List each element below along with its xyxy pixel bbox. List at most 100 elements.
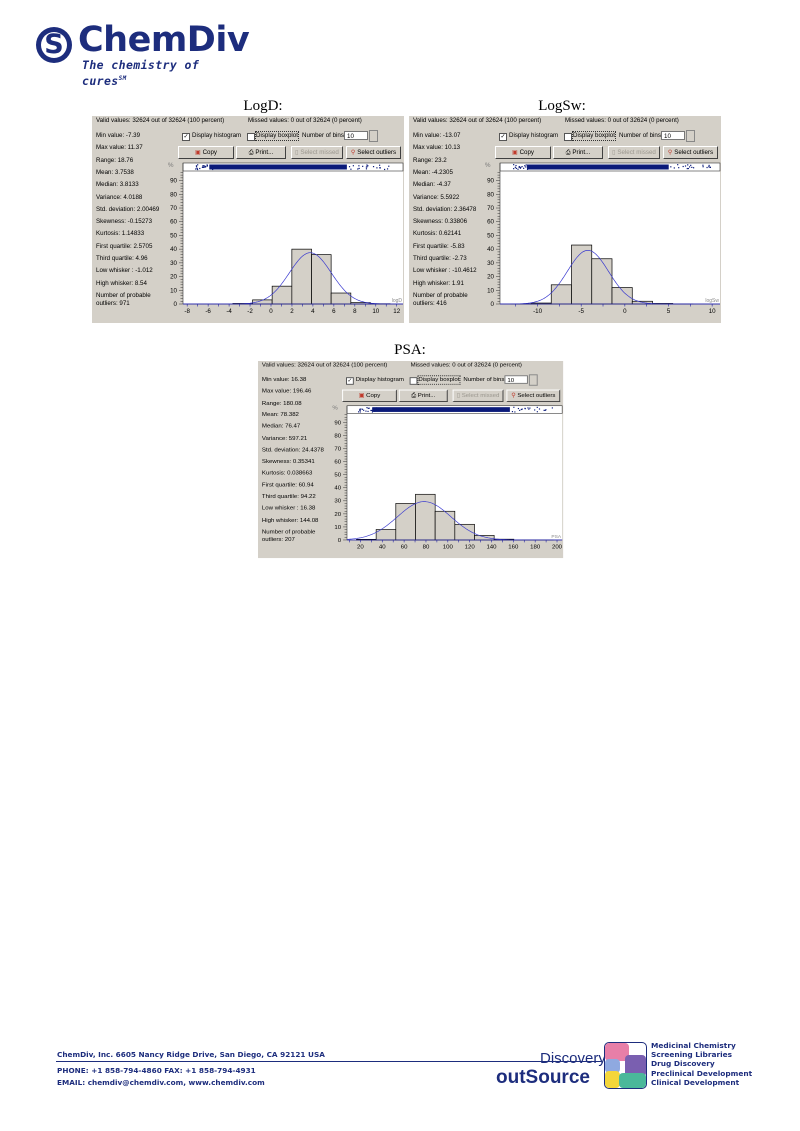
- data-strip-point: [368, 407, 370, 409]
- select-missed-label: Select missed: [300, 149, 339, 156]
- stat-line: Range: 23.2: [413, 156, 447, 164]
- x-tick-label: 140: [486, 545, 497, 551]
- select-outliers-button[interactable]: ⚲ Select outliers: [506, 389, 561, 402]
- y-tick-label: 70: [334, 447, 341, 453]
- select-outliers-label: Select outliers: [357, 149, 397, 156]
- display-boxplot-checkbox[interactable]: [247, 133, 255, 141]
- data-strip-point: [201, 166, 204, 168]
- data-strip-point: [529, 166, 531, 168]
- display-histogram-checkbox[interactable]: ✓: [182, 133, 190, 141]
- footer-phone: PHONE: +1 858-794-4860 FAX: +1 858-794-4…: [57, 1066, 256, 1075]
- x-axis-label: logSw: [705, 298, 719, 304]
- x-tick-label: 2: [290, 308, 294, 315]
- bins-spinner[interactable]: [369, 130, 378, 142]
- data-strip-point: [366, 407, 368, 409]
- stat-line: Min value: -13.07: [413, 132, 461, 139]
- y-tick-label: 90: [170, 178, 177, 185]
- select-missed-button[interactable]: ▯ Select missed: [452, 389, 504, 402]
- data-strip-point: [367, 410, 369, 412]
- data-strip-point: [702, 164, 704, 166]
- y-tick-label: 10: [170, 287, 177, 294]
- logsw-histogram-panel: 0 10 20 30 40 50 60 70 80 90 -10 -5 0 5 10 logSw Valid v…: [409, 116, 721, 323]
- service-item: Clinical Development: [651, 1077, 740, 1087]
- x-tick-label: -5: [578, 308, 584, 315]
- data-strip-point: [536, 406, 538, 408]
- stat-line: Max value: 196.46: [261, 387, 312, 395]
- data-strip-point: [678, 167, 680, 169]
- stat-line: outliers: 207: [261, 536, 295, 544]
- copy-icon: ▣: [511, 149, 518, 156]
- print-button[interactable]: ⎙ Print...: [236, 146, 286, 159]
- print-button[interactable]: ⎙ Print...: [398, 389, 448, 402]
- data-strip-point: [519, 167, 522, 169]
- display-boxplot-checkbox[interactable]: [564, 133, 572, 141]
- y-tick-label: 80: [334, 434, 341, 440]
- histogram-chart: 0 10 20 30 40 50 60 70 80 90 -8 -6 -4 -2 0 2 4 6 8 10 12 logD: [170, 162, 404, 315]
- copy-label: Copy: [202, 149, 218, 156]
- data-strip-point: [366, 164, 368, 166]
- y-tick-label: 30: [334, 499, 341, 505]
- stat-line: First quartile: 2.5705: [96, 242, 153, 250]
- data-strip-point: [357, 411, 360, 413]
- copy-label: Copy: [366, 392, 381, 400]
- stat-line: Min value: -7.39: [96, 132, 141, 139]
- data-strip-point: [359, 411, 361, 413]
- select-outliers-button[interactable]: ⚲ Select outliers: [663, 146, 718, 159]
- data-strip-point: [212, 164, 214, 167]
- select-outliers-button[interactable]: ⚲ Select outliers: [346, 146, 401, 159]
- y-tick-label: 50: [487, 232, 494, 239]
- data-strip-point: [203, 166, 205, 169]
- data-strip-point: [693, 167, 695, 169]
- display-histogram-checkbox[interactable]: ✓: [346, 377, 354, 385]
- stat-line: Low whisker : -10.4612: [413, 267, 477, 275]
- data-strip-point: [361, 408, 364, 410]
- number-of-bins-input[interactable]: 10: [344, 131, 368, 140]
- histogram-bar: [291, 248, 312, 305]
- footer-email[interactable]: EMAIL: chemdiv@chemdiv.com, www.chemdiv.…: [57, 1078, 265, 1087]
- copy-button[interactable]: ▣ Copy: [178, 146, 234, 159]
- number-of-bins-input[interactable]: 10: [661, 131, 685, 140]
- histogram-bar: [395, 503, 416, 541]
- number-of-bins-input[interactable]: 10: [504, 375, 528, 384]
- service-item: Preclinical Development: [651, 1068, 753, 1078]
- service-item: Drug Discovery: [651, 1059, 715, 1069]
- select-missed-button[interactable]: ▯ Select missed: [291, 146, 343, 159]
- data-strip-point: [529, 407, 531, 409]
- data-strip-point: [514, 166, 516, 168]
- print-button[interactable]: ⎙ Print...: [553, 146, 603, 159]
- histogram-bar: [271, 285, 293, 305]
- display-histogram-checkbox[interactable]: ✓: [499, 133, 507, 141]
- x-axis-label: PSA: [551, 534, 562, 540]
- x-tick-label: 8: [353, 308, 357, 315]
- service-item: Screening Libraries: [651, 1050, 733, 1060]
- y-tick-label: 40: [487, 246, 494, 253]
- x-tick-label: 80: [423, 545, 430, 551]
- print-label: Print...: [572, 149, 591, 156]
- histogram-bar: [550, 284, 572, 305]
- data-strip-point: [360, 408, 362, 410]
- stat-line: Low whisker : 16.38: [261, 505, 316, 512]
- copy-button[interactable]: ▣ Copy: [342, 389, 397, 402]
- copy-button[interactable]: ▣ Copy: [495, 146, 551, 159]
- brand-discovery-text: Discovery: [540, 1050, 606, 1067]
- bins-spinner[interactable]: [686, 130, 695, 142]
- data-strip-point: [365, 168, 368, 170]
- data-strip-point: [687, 164, 689, 166]
- bins-spinner[interactable]: [528, 374, 538, 386]
- y-tick-label: 50: [334, 473, 341, 479]
- x-tick-label: 100: [443, 545, 454, 551]
- y-tick-label: 70: [170, 205, 177, 212]
- data-strip-point: [372, 166, 375, 168]
- stat-line: Min value: 16.38: [261, 376, 307, 383]
- stat-line: Variance: 4.0188: [96, 193, 143, 201]
- stat-line: Kurtosis: 1.14833: [96, 230, 145, 238]
- y-tick-label: 90: [487, 178, 494, 185]
- select-missed-button[interactable]: ▯ Select missed: [608, 146, 660, 159]
- chemdiv-logo: ChemDiv The chemistry of curesSM: [36, 20, 250, 87]
- psa-histogram-panel: 0 10 20 30 40 50 60 70 80 90 20 40 60 80 100 120 140 160 1…: [258, 361, 564, 559]
- stat-line: Low whisker : -1.012: [96, 267, 153, 275]
- stat-line: High whisker: 1.91: [413, 279, 464, 287]
- y-tick-label: 30: [170, 260, 177, 267]
- display-boxplot-checkbox[interactable]: [409, 377, 418, 385]
- logo-tagline: The chemistry of curesSM: [82, 59, 236, 88]
